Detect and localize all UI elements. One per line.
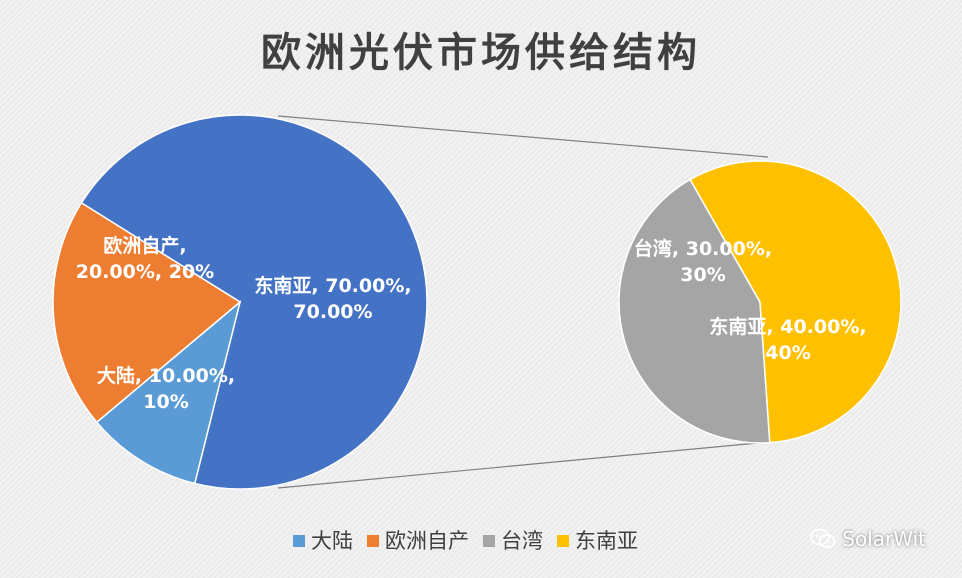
main-pie-slice-2	[95, 299, 242, 485]
legend-item-label: 东南亚	[575, 529, 638, 553]
wechat-icon	[810, 528, 836, 548]
main-pie-slice-3	[52, 201, 242, 424]
connector-line-bottom	[277, 441, 769, 489]
legend-swatch	[293, 535, 305, 547]
secondary-pie-data-label: 40%	[765, 342, 810, 364]
legend: 大陆 欧洲自产 台湾 东南亚	[293, 529, 638, 553]
secondary-pie-data-label: 30%	[680, 264, 725, 286]
legend-item-label: 台湾	[501, 529, 543, 553]
connector-line-top	[277, 115, 769, 158]
legend-item-label: 大陆	[311, 529, 353, 553]
legend-swatch	[367, 535, 379, 547]
main-pie-data-label: 20.00%, 20%	[76, 261, 214, 283]
secondary-pie-labels: 台湾, 30.00%, 30% 东南亚, 40.00%, 40%	[634, 237, 867, 364]
main-pie-labels: 东南亚, 70.00%, 70.00% 大陆, 10.00%, 10% 欧洲自产, 20.…	[76, 234, 412, 413]
legend-item-label: 欧洲自产	[385, 529, 469, 553]
chart-title: 欧洲光伏市场供给结构	[261, 29, 701, 76]
legend-swatch	[483, 535, 495, 547]
watermark: SolarWit	[810, 527, 926, 551]
main-pie-data-label: 大陆, 10.00%,	[97, 364, 235, 387]
main-pie	[52, 114, 428, 490]
secondary-pie	[618, 160, 902, 444]
main-pie-data-label: 欧洲自产,	[103, 234, 186, 257]
main-pie-data-label: 东南亚, 70.00%,	[254, 274, 411, 297]
watermark-text: SolarWit	[842, 527, 926, 551]
secondary-pie-data-label: 台湾, 30.00%,	[634, 237, 772, 260]
main-pie-data-label: 10%	[143, 391, 188, 413]
main-pie-data-label: 70.00%	[293, 301, 372, 323]
secondary-pie-slice-2	[689, 160, 902, 444]
secondary-pie-data-label: 东南亚, 40.00%,	[709, 315, 866, 338]
secondary-pie-slice-1	[618, 178, 771, 444]
connector-lines	[277, 115, 769, 489]
main-pie-slice-1	[80, 114, 428, 490]
legend-swatch	[557, 535, 569, 547]
